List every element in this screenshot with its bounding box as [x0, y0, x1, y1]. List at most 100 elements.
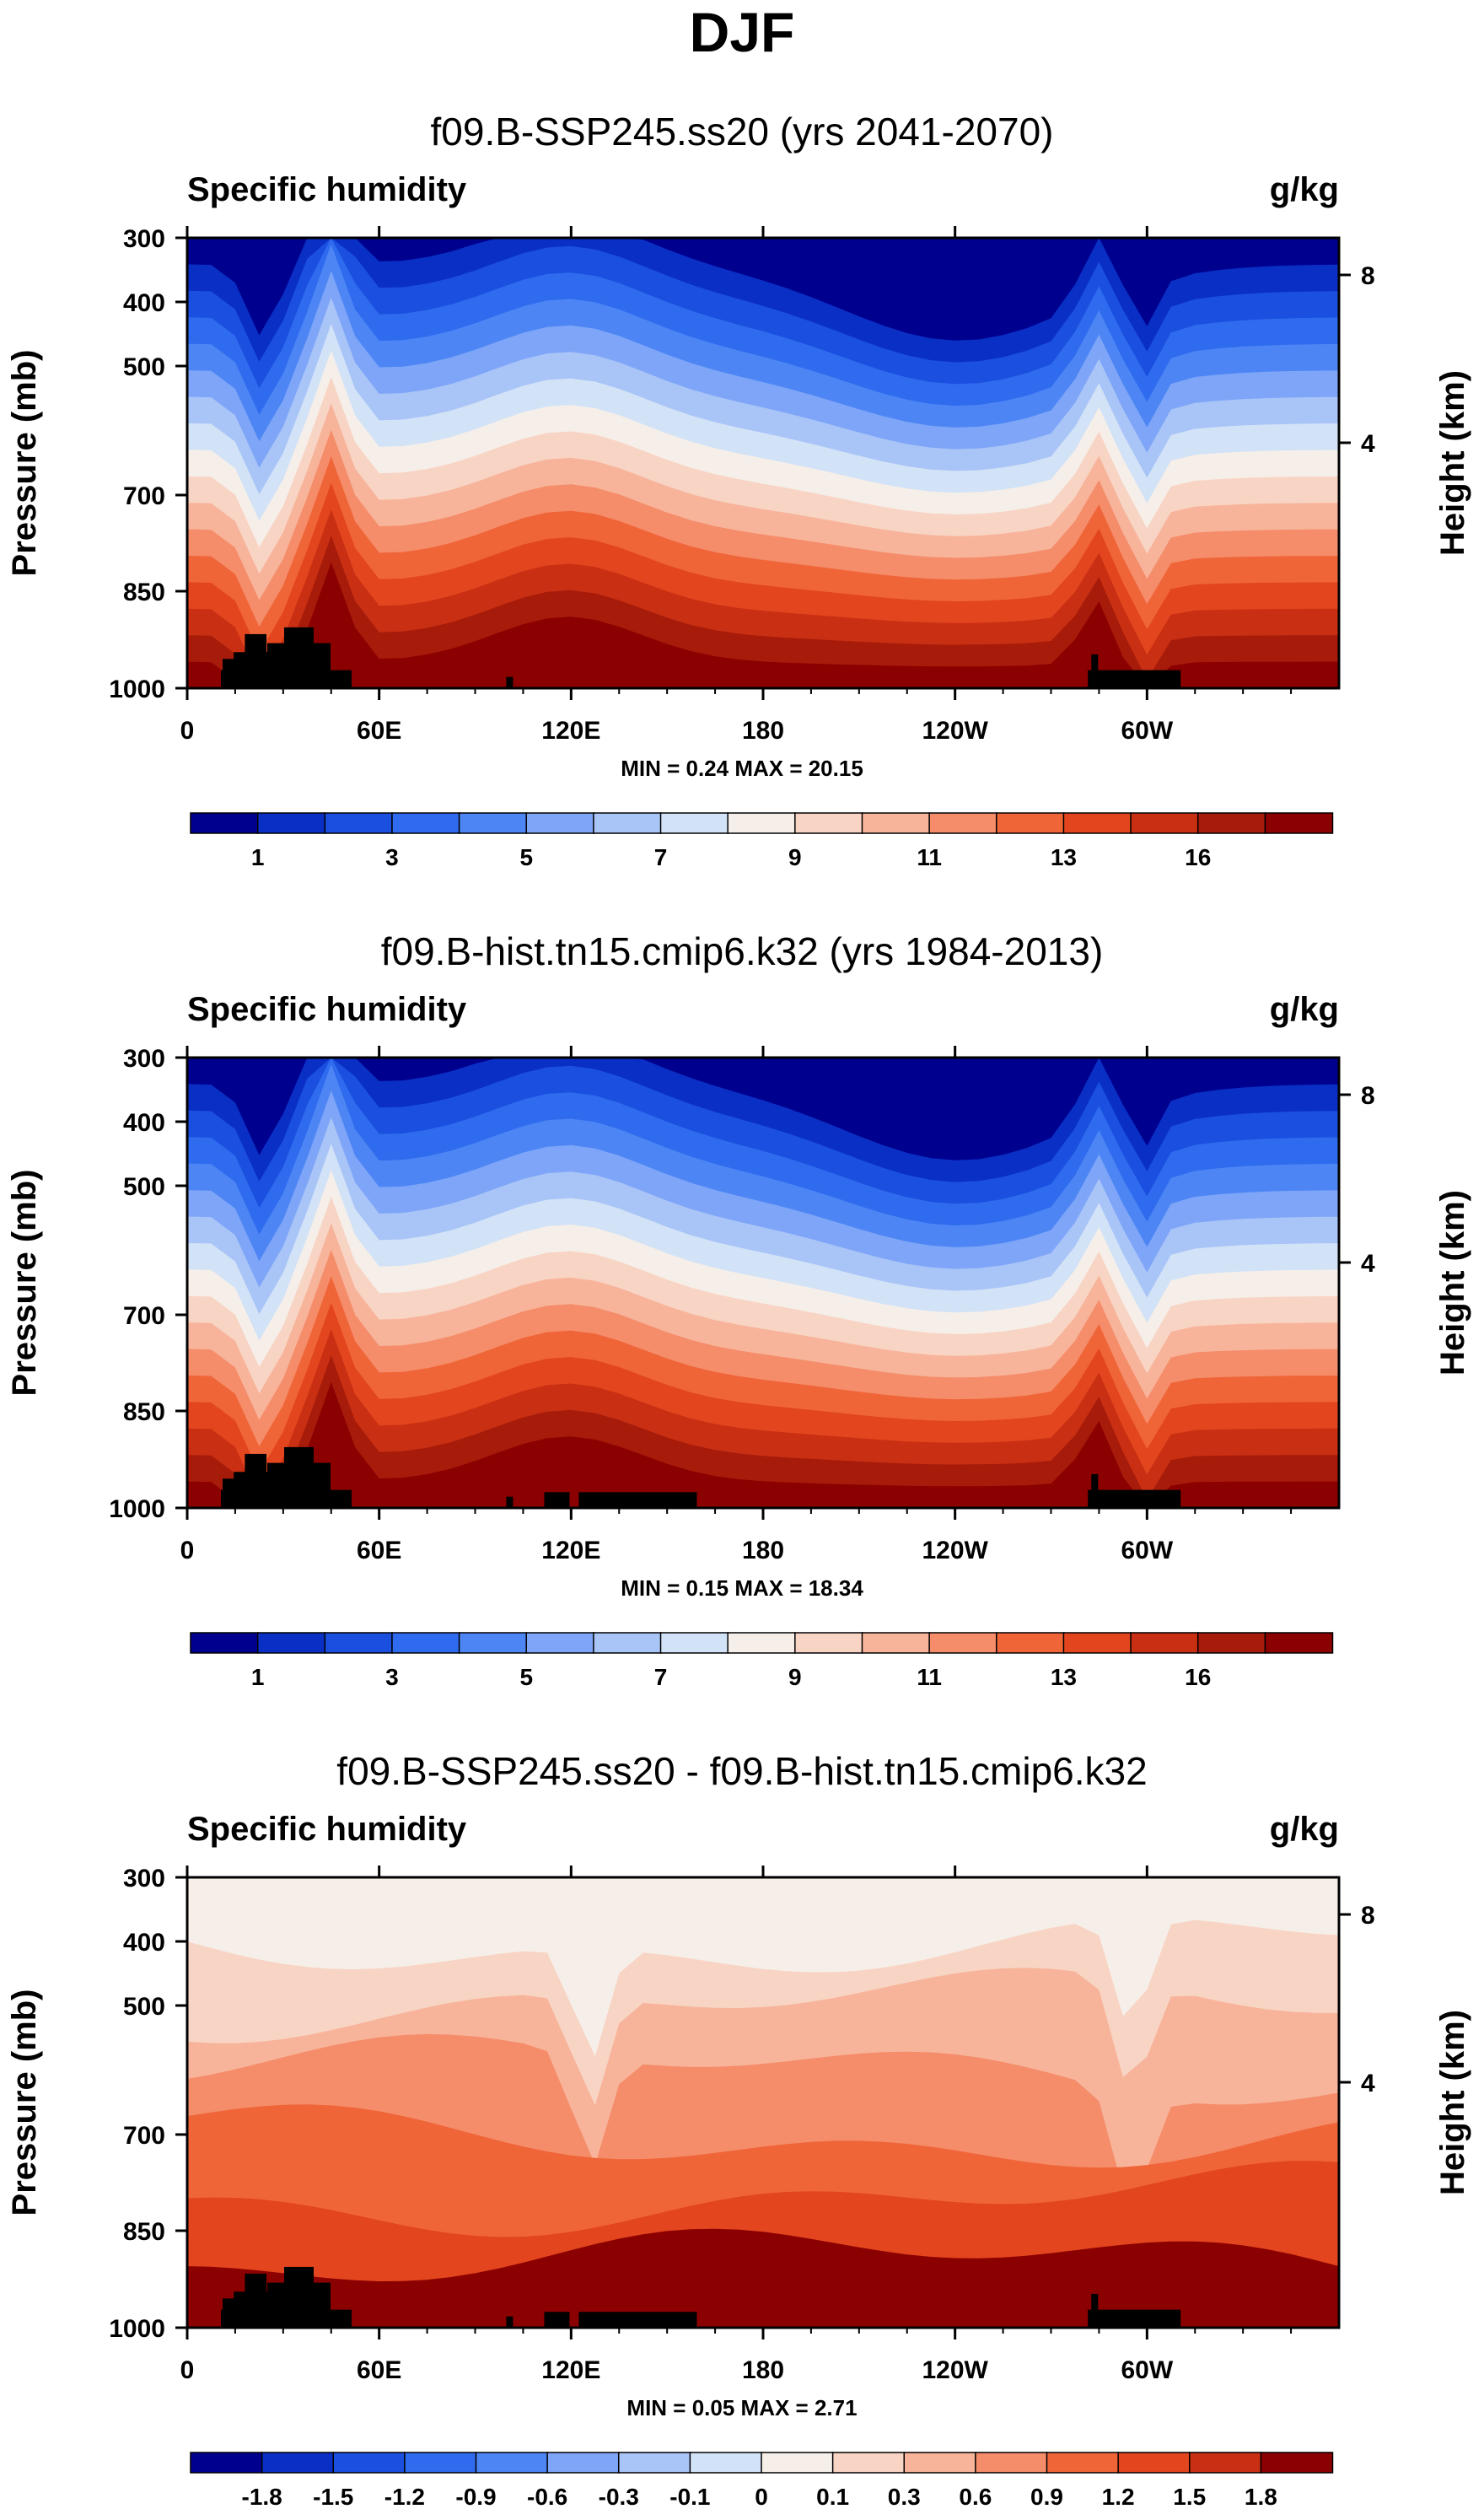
- y-right-axis-title: Height (km): [1434, 370, 1471, 556]
- colorbar-swatch: [1260, 2452, 1334, 2474]
- panel-2: f09.B-hist.tn15.cmip6.k32 (yrs 1984-2013…: [6, 929, 1471, 1690]
- colorbar: 1 3 5 7 9 11 13 16: [190, 812, 1334, 870]
- colorbar-swatch: [593, 1632, 662, 1654]
- colorbar-label: 5: [519, 1664, 533, 1690]
- colorbar: -1.8 -1.5 -1.2 -0.9 -0.6 -0.3 -0.1 0 0.1 0.3 0.6 0.…: [190, 2452, 1334, 2509]
- colorbar-swatch: [546, 2452, 620, 2474]
- colorbar-swatch: [391, 1632, 460, 1654]
- colorbar-label: 0.3: [888, 2484, 921, 2509]
- y-right-tick-label: 4: [1361, 430, 1375, 458]
- variable-label: Specific humidity: [187, 991, 467, 1028]
- contour-field: [187, 238, 1339, 688]
- terrain-mask: [221, 627, 1181, 689]
- variable-label: Specific humidity: [187, 1811, 467, 1848]
- colorbar-label: 1.5: [1173, 2484, 1206, 2509]
- colorbar-swatch: [618, 2452, 691, 2474]
- panel-title: f09.B-SSP245.ss20 (yrs 2041-2070): [431, 110, 1054, 153]
- colorbar-swatch: [525, 812, 595, 834]
- y-tick-label: 400: [123, 1109, 165, 1137]
- colorbar-label: 3: [385, 1664, 399, 1690]
- y-tick-label: 300: [123, 1045, 165, 1073]
- colorbar-label: 0.6: [959, 2484, 992, 2509]
- colorbar-label: 1: [251, 1664, 265, 1690]
- colorbar-swatch: [404, 2452, 477, 2474]
- y-tick-label: 700: [123, 1302, 165, 1330]
- colorbar-label: 13: [1051, 844, 1077, 870]
- variable-label: Specific humidity: [187, 171, 467, 208]
- colorbar-swatch: [1196, 812, 1266, 834]
- colorbar-swatch: [190, 1632, 259, 1654]
- colorbar-swatch: [996, 812, 1065, 834]
- colorbar-label: 7: [654, 844, 668, 870]
- y-right-tick-label: 4: [1361, 1250, 1375, 1278]
- x-tick-label: 120W: [922, 717, 988, 745]
- colorbar-swatch: [525, 1632, 595, 1654]
- colorbar-swatch: [831, 2452, 906, 2474]
- units-label: g/kg: [1270, 1811, 1339, 1848]
- colorbar-swatch: [794, 812, 863, 834]
- colorbar-swatch: [1062, 1632, 1132, 1654]
- y-tick-label: 500: [123, 1173, 165, 1201]
- colorbar-swatch: [458, 1632, 528, 1654]
- colorbar-swatch: [861, 812, 931, 834]
- colorbar-label: -1.2: [384, 2484, 425, 2509]
- y-tick-label: 300: [123, 1865, 165, 1893]
- colorbar-swatch: [1130, 1632, 1199, 1654]
- colorbar-swatch: [1189, 2452, 1262, 2474]
- colorbar-swatch: [1264, 1632, 1334, 1654]
- contour-band: [187, 1381, 1339, 1508]
- colorbar-swatch: [475, 2452, 549, 2474]
- colorbar-swatch: [975, 2452, 1048, 2474]
- y-tick-label: 400: [123, 1929, 165, 1957]
- colorbar-label: 5: [519, 844, 533, 870]
- y-right-tick-label: 8: [1361, 1082, 1375, 1110]
- colorbar-swatch: [1062, 812, 1132, 834]
- colorbar-swatch: [190, 2452, 263, 2474]
- colorbar-swatch: [324, 812, 394, 834]
- colorbar-label: 0.1: [816, 2484, 849, 2509]
- colorbar-label: -1.8: [242, 2484, 282, 2509]
- colorbar-swatch: [1117, 2452, 1191, 2474]
- terrain-mask: [221, 2266, 1181, 2329]
- y-tick-label: 400: [123, 289, 165, 317]
- colorbar-swatch: [996, 1632, 1065, 1654]
- x-tick-label: 180: [742, 717, 784, 745]
- contour-field: [187, 1877, 1339, 2328]
- colorbar: 1 3 5 7 9 11 13 16: [190, 1632, 1334, 1690]
- colorbar-label: 11: [917, 1664, 942, 1690]
- units-label: g/kg: [1270, 171, 1339, 208]
- colorbar-label: 9: [788, 1664, 802, 1690]
- y-tick-label: 300: [123, 225, 165, 253]
- x-tick-label: 60W: [1121, 2356, 1173, 2384]
- colorbar-label: -0.1: [669, 2484, 710, 2509]
- x-tick-label: 180: [742, 2356, 784, 2384]
- colorbar-swatch: [659, 1632, 729, 1654]
- colorbar-swatch: [861, 1632, 931, 1654]
- colorbar-label: 7: [654, 1664, 668, 1690]
- y-axis-title: Pressure (mb): [6, 1989, 43, 2216]
- terrain-mask: [221, 1446, 1181, 1509]
- colorbar-swatch: [794, 1632, 863, 1654]
- x-tick-label: 60W: [1121, 717, 1173, 745]
- y-right-axis-title: Height (km): [1434, 2010, 1471, 2195]
- colorbar-label: 9: [788, 844, 802, 870]
- colorbar-swatch: [1046, 2452, 1120, 2474]
- y-tick-label: 850: [123, 2218, 165, 2246]
- colorbar-swatch: [1130, 812, 1199, 834]
- x-tick-label: 120E: [541, 2356, 600, 2384]
- x-tick-label: 120E: [541, 717, 600, 745]
- y-tick-label: 1000: [109, 2315, 165, 2343]
- y-axis-title: Pressure (mb): [6, 1170, 43, 1397]
- panel-1: f09.B-SSP245.ss20 (yrs 2041-2070) Specifi…: [6, 110, 1471, 870]
- x-tick-label: 60W: [1121, 1537, 1173, 1564]
- y-tick-label: 700: [123, 482, 165, 510]
- colorbar-swatch: [256, 1632, 326, 1654]
- min-max-text: MIN = 0.15 MAX = 18.34: [621, 1575, 863, 1601]
- colorbar-label: 16: [1185, 844, 1211, 870]
- colorbar-swatch: [261, 2452, 335, 2474]
- y-tick-label: 500: [123, 1993, 165, 2021]
- x-tick-label: 120W: [922, 1537, 988, 1564]
- colorbar-label: 11: [917, 844, 942, 870]
- colorbar-swatch: [458, 812, 528, 834]
